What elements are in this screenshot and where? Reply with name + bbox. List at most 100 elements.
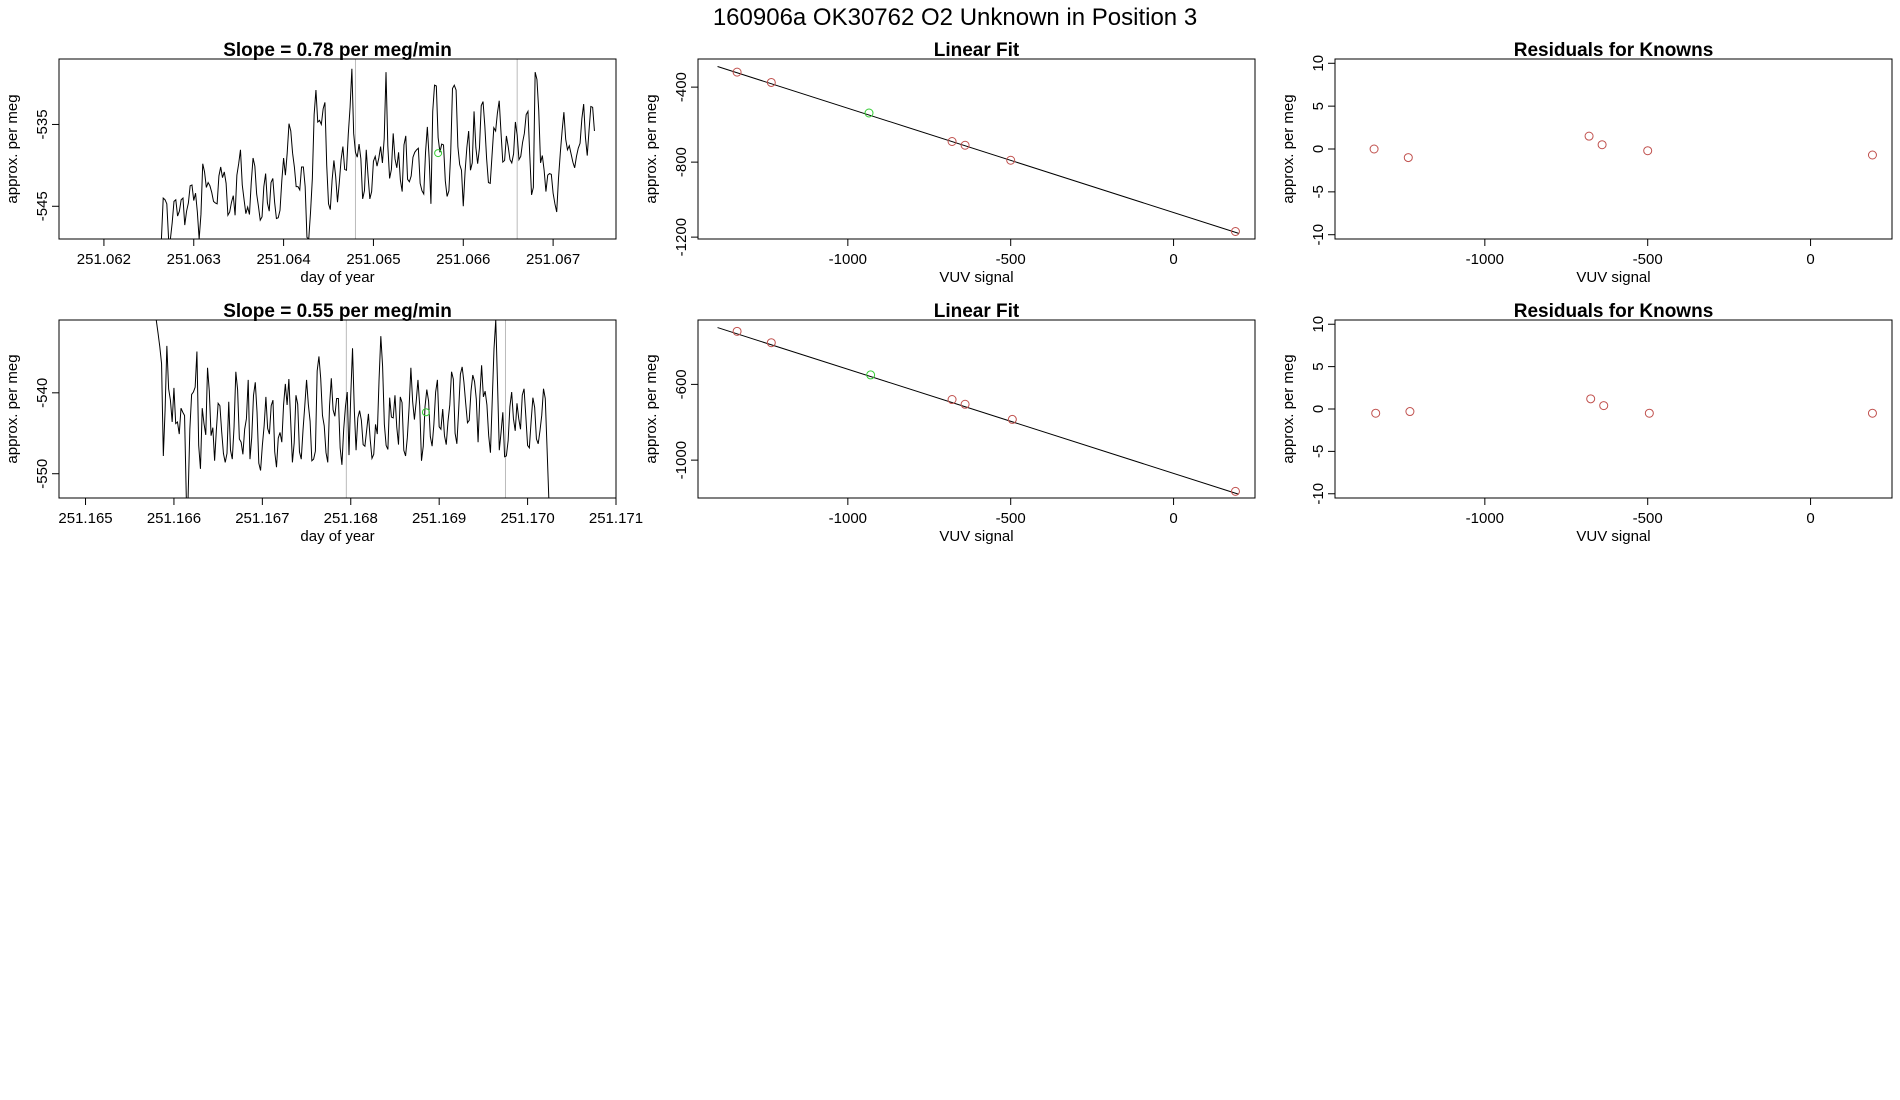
x-tick-label: 251.063	[167, 251, 221, 268]
panel-title: Residuals for Knowns	[1514, 40, 1714, 61]
x-tick-label: 0	[1806, 510, 1814, 527]
x-tick-label: -1000	[1466, 251, 1504, 268]
plot-area	[1371, 394, 1877, 418]
x-axis-label: VUV signal	[939, 269, 1013, 286]
x-tick-label: 251.165	[58, 510, 112, 527]
plot-area	[717, 326, 1240, 496]
plot-area	[1369, 131, 1877, 163]
panel-title: Linear Fit	[934, 301, 1020, 322]
known-point	[1867, 150, 1877, 160]
known-point	[766, 77, 776, 87]
known-point	[1599, 401, 1609, 411]
unknown-point	[434, 149, 443, 158]
x-tick-label: 251.067	[526, 251, 580, 268]
panel-title: Linear Fit	[934, 40, 1020, 61]
y-tick-label: -540	[34, 378, 51, 408]
known-point	[1230, 486, 1240, 496]
y-tick-label: -400	[673, 72, 690, 102]
known-point	[1006, 155, 1016, 165]
known-point	[960, 140, 970, 150]
series-line	[59, 68, 595, 239]
plot-frame	[58, 58, 617, 240]
y-axis-label: approx. per meg	[1280, 354, 1297, 463]
known-point	[947, 137, 957, 146]
plot-frame	[1334, 319, 1893, 499]
known-point	[1867, 408, 1877, 418]
known-point	[947, 395, 957, 405]
known-point	[1405, 407, 1415, 417]
x-tick-label: -500	[996, 510, 1026, 527]
panel-fit2: Linear Fit -1000 -500 0 -1000 -600 VUV signal a…	[643, 301, 1256, 545]
x-tick-label: 251.065	[346, 251, 400, 268]
y-tick-label: 10	[1310, 316, 1327, 333]
panel-title: Slope = 0.78 per meg/min	[223, 40, 452, 61]
x-tick-label: 0	[1169, 251, 1177, 268]
known-point	[1369, 144, 1379, 154]
y-tick-label: -5	[1310, 445, 1327, 458]
x-tick-label: 251.064	[256, 251, 310, 268]
x-tick-label: -1000	[829, 251, 867, 268]
panel-title: Slope = 0.55 per meg/min	[223, 301, 452, 322]
x-tick-label: -500	[996, 251, 1026, 268]
y-tick-label: -545	[34, 191, 51, 221]
y-axis-label: approx. per meg	[4, 94, 21, 203]
x-axis-label: day of year	[300, 528, 374, 545]
known-point	[1230, 227, 1240, 236]
y-tick-label: -535	[34, 109, 51, 139]
plot-frame	[697, 319, 1256, 499]
panel-fit1: Linear Fit -1000 -500 0 -1200 -800 -400 VUV sig…	[643, 40, 1256, 286]
x-axis-label: VUV signal	[1576, 269, 1650, 286]
panel-ts1: Slope = 0.78 per meg/min 251.062 251.063 25…	[4, 40, 617, 286]
figure-title: 160906a OK30762 O2 Unknown in Position 3	[713, 4, 1197, 31]
y-tick-label: -1200	[673, 218, 690, 256]
known-point	[732, 326, 742, 336]
y-tick-label: -5	[1310, 185, 1327, 198]
x-axis-label: VUV signal	[939, 528, 1013, 545]
x-tick-label: -500	[1633, 510, 1663, 527]
x-tick-label: -1000	[829, 510, 867, 527]
plot-frame	[58, 319, 617, 499]
plot-area	[717, 66, 1240, 236]
known-point	[1643, 146, 1653, 156]
y-tick-label: 0	[1310, 405, 1327, 413]
known-point	[1584, 131, 1594, 141]
fit-line	[717, 66, 1239, 234]
x-tick-label: 251.168	[324, 510, 378, 527]
x-tick-label: 251.170	[500, 510, 554, 527]
y-tick-label: -10	[1310, 224, 1327, 246]
x-tick-label: 251.066	[436, 251, 490, 268]
x-tick-label: 0	[1806, 251, 1814, 268]
fit-line	[717, 327, 1239, 495]
known-point	[1403, 153, 1413, 163]
unknown-point	[421, 408, 430, 417]
known-point	[1371, 408, 1381, 418]
known-point	[732, 67, 742, 77]
y-tick-label: 0	[1310, 145, 1327, 153]
x-tick-label: 251.166	[147, 510, 201, 527]
panel-res1: Residuals for Knowns -1000 -500 0 -10 -5 0 5 10 V…	[1280, 40, 1893, 286]
y-tick-label: 5	[1310, 102, 1327, 110]
x-tick-label: -500	[1633, 251, 1663, 268]
x-tick-label: 251.171	[589, 510, 643, 527]
y-axis-label: approx. per meg	[1280, 94, 1297, 203]
y-tick-label: -600	[673, 369, 690, 399]
plot-area	[59, 59, 595, 239]
x-axis-label: day of year	[300, 269, 374, 286]
x-tick-label: 0	[1169, 510, 1177, 527]
x-tick-label: 251.169	[412, 510, 466, 527]
known-point	[960, 399, 970, 409]
unknown-point	[864, 108, 874, 118]
plot-frame	[697, 58, 1256, 240]
panel-ts2: Slope = 0.55 per meg/min 251.165 251.166 25…	[4, 301, 643, 545]
known-point	[766, 338, 776, 348]
y-tick-label: -800	[673, 147, 690, 177]
panel-res2: Residuals for Knowns -1000 -500 0 -10 -5 0 5 10 V…	[1280, 301, 1893, 545]
unknown-point	[866, 370, 876, 380]
plot-area	[155, 320, 553, 498]
x-tick-label: 251.167	[235, 510, 289, 527]
known-point	[1586, 394, 1596, 404]
y-tick-label: -1000	[673, 441, 690, 479]
series-line	[155, 320, 553, 498]
y-tick-label: -550	[34, 459, 51, 489]
